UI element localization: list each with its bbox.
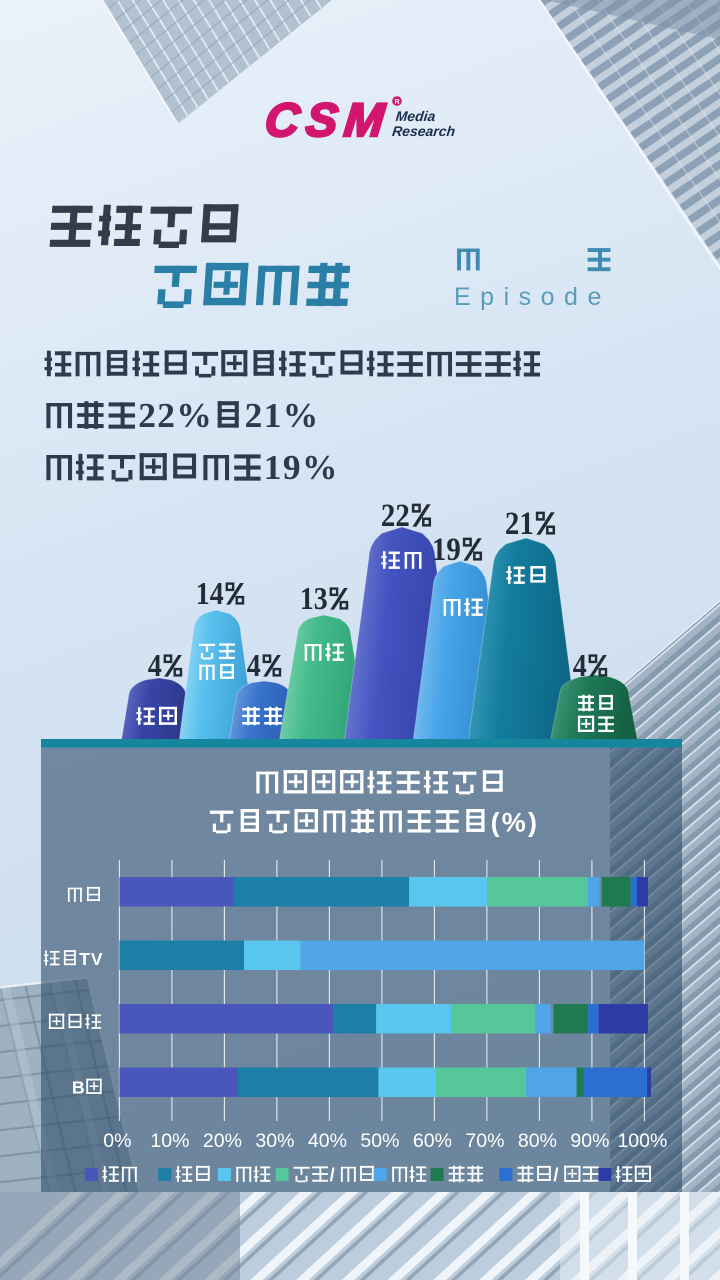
svg-text:B: B	[72, 1077, 86, 1097]
svg-text:22%: 22%	[138, 395, 213, 435]
svg-text:100%: 100%	[617, 1130, 667, 1152]
svg-text:90%: 90%	[570, 1130, 609, 1152]
svg-text:21: 21	[505, 506, 534, 542]
svg-text:(%): (%)	[491, 807, 540, 837]
svg-text:R: R	[394, 99, 399, 106]
svg-text:4: 4	[148, 648, 162, 683]
svg-text:Media: Media	[395, 108, 436, 124]
svg-text:21%: 21%	[245, 395, 320, 435]
svg-text:22: 22	[381, 498, 410, 534]
svg-text:Research: Research	[391, 123, 456, 139]
svg-text:CSM: CSM	[263, 93, 394, 146]
svg-text:70%: 70%	[465, 1130, 504, 1152]
svg-text:0%: 0%	[103, 1130, 131, 1152]
svg-text:Episode: Episode	[454, 283, 611, 311]
svg-text:4: 4	[573, 648, 587, 683]
svg-text:19%: 19%	[264, 447, 339, 487]
svg-text:TV: TV	[79, 949, 103, 969]
svg-text:4: 4	[247, 648, 261, 683]
svg-text:/: /	[553, 1164, 559, 1185]
svg-text:19: 19	[432, 532, 461, 568]
svg-text:20%: 20%	[203, 1130, 242, 1152]
svg-text:40%: 40%	[308, 1130, 347, 1152]
svg-text:14: 14	[196, 576, 224, 611]
svg-text:30%: 30%	[255, 1130, 294, 1152]
svg-text:10%: 10%	[150, 1130, 189, 1152]
svg-text:13: 13	[300, 581, 328, 616]
svg-text:60%: 60%	[413, 1130, 452, 1152]
svg-text:/: /	[330, 1164, 336, 1185]
svg-text:50%: 50%	[360, 1130, 399, 1152]
svg-text:80%: 80%	[518, 1130, 557, 1152]
